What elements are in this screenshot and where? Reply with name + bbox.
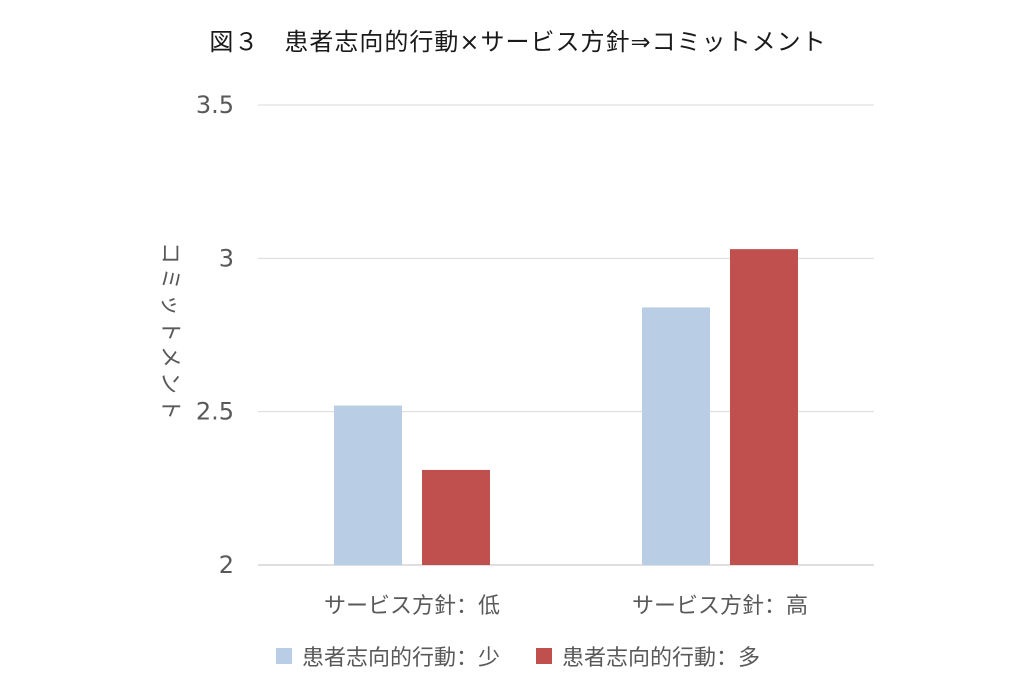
legend-label-series-2: 患者志向的行動：多 [562, 646, 761, 671]
bar-series-2-category-1 [422, 469, 490, 565]
legend-label-series-1: 患者志向的行動：少 [301, 646, 500, 671]
bar-series-1-category-1 [334, 405, 402, 565]
legend-item-series-2: 患者志向的行動：多 [536, 640, 760, 672]
chart-title: 図３ 患者志向的行動×サービス方針⇒コミットメント [209, 28, 827, 56]
y-tick-label: 2.5 [196, 398, 234, 426]
y-axis-ticks: 2 2.5 3 3.5 [196, 91, 234, 579]
y-tick-label: 3 [219, 244, 234, 272]
bars [334, 249, 798, 565]
legend-item-series-1: 患者志向的行動：少 [275, 640, 500, 672]
bar-series-2-category-2 [730, 249, 798, 565]
legend-swatch-series-1 [275, 648, 292, 664]
y-tick-label: 2 [219, 551, 234, 579]
x-tick-label: サービス方針：低 [324, 594, 500, 619]
bar-series-1-category-2 [642, 307, 710, 565]
x-axis-ticks: サービス方針：低 サービス方針：高 [324, 594, 808, 619]
legend: 患者志向的行動：少 患者志向的行動：多 [0, 640, 1036, 672]
y-tick-label: 3.5 [196, 91, 234, 119]
x-tick-label: サービス方針：高 [632, 594, 808, 619]
legend-swatch-series-2 [536, 648, 552, 664]
